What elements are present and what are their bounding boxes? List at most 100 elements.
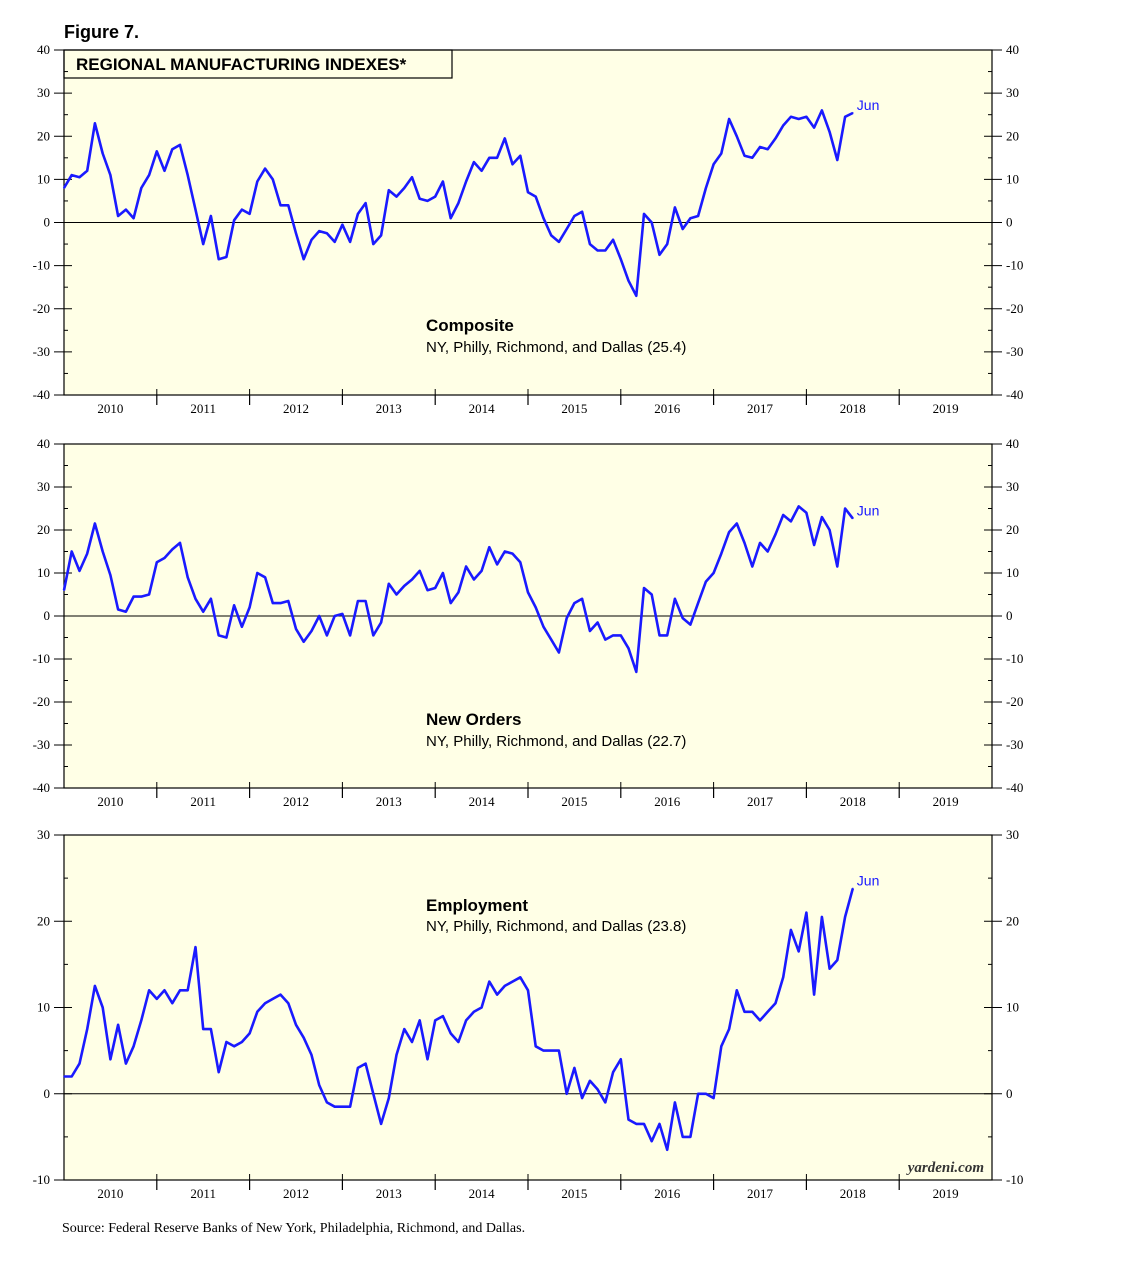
data-point	[503, 985, 506, 987]
x-year-label: 2011	[190, 794, 216, 809]
data-point	[550, 234, 552, 237]
data-point	[63, 1075, 65, 1078]
y-tick-label-right: -10	[1006, 258, 1023, 273]
data-point	[480, 169, 483, 172]
data-point	[248, 213, 251, 215]
data-point	[534, 1045, 537, 1048]
data-point	[619, 1058, 622, 1061]
data-point	[480, 570, 483, 572]
data-point	[735, 135, 738, 138]
data-point	[403, 585, 406, 587]
data-point	[473, 1011, 475, 1013]
data-point	[256, 572, 259, 574]
data-point	[604, 638, 607, 641]
data-point	[155, 998, 158, 1000]
data-point	[612, 238, 614, 241]
data-point	[465, 180, 467, 183]
data-point	[364, 600, 367, 602]
data-point	[70, 1075, 73, 1078]
data-point	[473, 161, 475, 163]
data-point	[140, 595, 143, 598]
data-point	[666, 1149, 668, 1151]
data-point	[658, 634, 661, 637]
data-point	[697, 1092, 699, 1095]
data-point	[527, 191, 529, 194]
y-tick-label-left: 20	[37, 128, 50, 143]
y-tick-label-left: 0	[44, 608, 51, 623]
data-point	[148, 593, 150, 596]
data-point	[496, 563, 498, 566]
x-year-label: 2014	[469, 794, 496, 809]
data-point	[233, 1045, 235, 1048]
data-point	[527, 989, 529, 992]
data-point	[697, 602, 699, 604]
y-tick-label-right: 40	[1006, 42, 1019, 57]
data-point	[643, 1123, 645, 1125]
y-tick-label-left: 30	[37, 827, 50, 842]
data-point	[697, 215, 699, 217]
data-point	[295, 1023, 297, 1026]
data-point	[117, 215, 119, 217]
data-point	[689, 623, 692, 626]
data-point	[387, 189, 390, 191]
plot-frame	[63, 834, 993, 1181]
data-point	[805, 911, 808, 914]
data-point	[140, 1019, 143, 1022]
data-point	[589, 1080, 591, 1082]
data-point	[186, 174, 189, 176]
data-point	[681, 617, 684, 619]
data-point	[813, 544, 815, 546]
data-point	[650, 221, 653, 224]
data-point	[774, 1002, 777, 1004]
data-point	[565, 1092, 568, 1095]
data-point	[774, 533, 777, 536]
data-point	[225, 1041, 228, 1043]
x-year-label: 2010	[97, 401, 123, 416]
data-point	[163, 557, 166, 559]
x-year-label: 2017	[747, 1186, 774, 1201]
data-point	[78, 176, 81, 179]
data-point	[542, 1049, 545, 1052]
data-point	[186, 576, 189, 579]
data-point	[318, 1084, 320, 1086]
end-label: Jun	[857, 872, 880, 888]
data-point	[681, 228, 684, 230]
data-point	[86, 1028, 88, 1030]
x-year-label: 2012	[283, 401, 309, 416]
y-tick-label-left: -30	[33, 344, 50, 359]
data-point	[357, 600, 359, 602]
data-point	[86, 169, 88, 172]
data-point	[279, 993, 282, 996]
data-point	[743, 1011, 746, 1013]
data-point	[78, 1062, 81, 1065]
data-point	[241, 208, 243, 211]
data-point	[140, 187, 143, 189]
plot-background	[64, 835, 992, 1180]
data-point	[828, 967, 831, 970]
data-point	[496, 993, 498, 996]
data-point	[790, 520, 792, 523]
data-point	[542, 625, 545, 628]
data-point	[349, 1105, 351, 1108]
data-point	[782, 124, 784, 127]
data-point	[635, 295, 638, 297]
panel-subtitle: NY, Philly, Richmond, and Dallas (22.7)	[426, 733, 686, 750]
data-point	[155, 561, 158, 564]
data-point	[596, 1088, 599, 1091]
data-point	[349, 241, 351, 243]
data-point	[279, 602, 282, 604]
data-point	[457, 1041, 460, 1043]
data-point	[387, 582, 390, 585]
data-point	[851, 517, 854, 520]
data-point	[534, 195, 537, 198]
data-point	[256, 1011, 259, 1013]
x-year-label: 2015	[561, 1186, 587, 1201]
data-point	[519, 561, 522, 564]
data-point	[558, 651, 560, 654]
data-point	[503, 550, 506, 553]
data-point	[735, 989, 738, 992]
data-point	[813, 993, 815, 996]
data-point	[202, 1028, 204, 1030]
data-point	[434, 587, 436, 589]
